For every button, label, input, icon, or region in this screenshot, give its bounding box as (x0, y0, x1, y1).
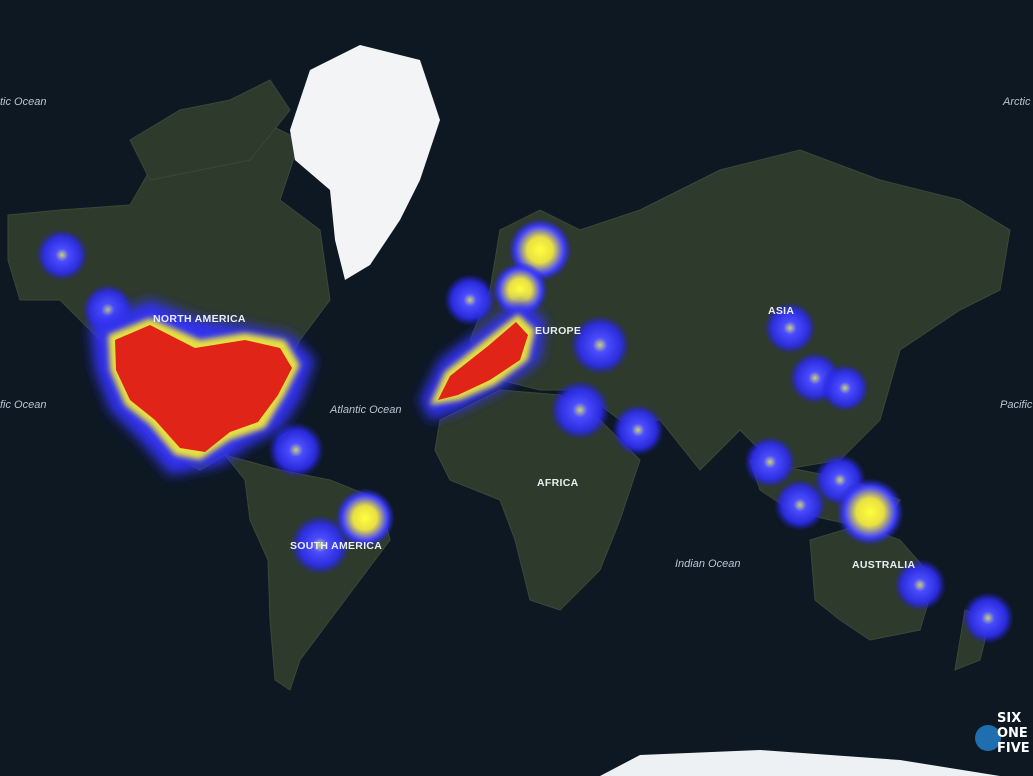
heat-spot (836, 478, 904, 546)
heat-spot (444, 274, 496, 326)
heat-spot (612, 404, 664, 456)
ocean-label: Pacific (1000, 399, 1033, 411)
heat-zone (438, 322, 528, 400)
ocean-label: Indian Ocean (675, 558, 740, 570)
heatmap (36, 218, 1014, 644)
continent-label: EUROPE (535, 325, 581, 337)
continent-label: SOUTH AMERICA (290, 540, 382, 552)
eurasia (469, 149, 1011, 471)
logo: SIX ONE FIVE (975, 711, 1030, 756)
heat-spot (268, 422, 324, 478)
logo-ball (975, 725, 1001, 751)
ocean-label: Arctic (1002, 96, 1031, 108)
heat-spot (290, 515, 350, 575)
heat-spot (821, 364, 869, 412)
continent-label: AUSTRALIA (852, 559, 915, 571)
heat-zone (115, 325, 292, 452)
continent-label: NORTH AMERICA (153, 313, 246, 325)
logo-text: FIVE (997, 741, 1030, 756)
continent-label: AFRICA (537, 477, 579, 489)
ocean-label: fic Ocean (0, 399, 46, 411)
logo-text: SIX (997, 711, 1021, 726)
antarctica (600, 750, 1000, 776)
arctic-islands (129, 79, 291, 181)
heat-spot (764, 302, 816, 354)
greenland (290, 45, 440, 280)
ocean-label: Atlantic Ocean (329, 404, 402, 416)
heat-spot (962, 592, 1014, 644)
ocean-label: tic Ocean (0, 96, 46, 108)
logo-text: ONE (997, 726, 1028, 741)
labels: tic Ocean Arctic fic Ocean Pacific Atlan… (0, 96, 1033, 571)
heat-spot (570, 315, 630, 375)
continent-label: ASIA (768, 305, 794, 317)
heat-spot (36, 229, 88, 281)
heat-spot (774, 479, 826, 531)
heat-spot (335, 488, 395, 548)
heat-spot (492, 262, 548, 318)
heat-spot (894, 559, 946, 611)
heat-spot (550, 380, 610, 440)
heat-spot (744, 436, 796, 488)
